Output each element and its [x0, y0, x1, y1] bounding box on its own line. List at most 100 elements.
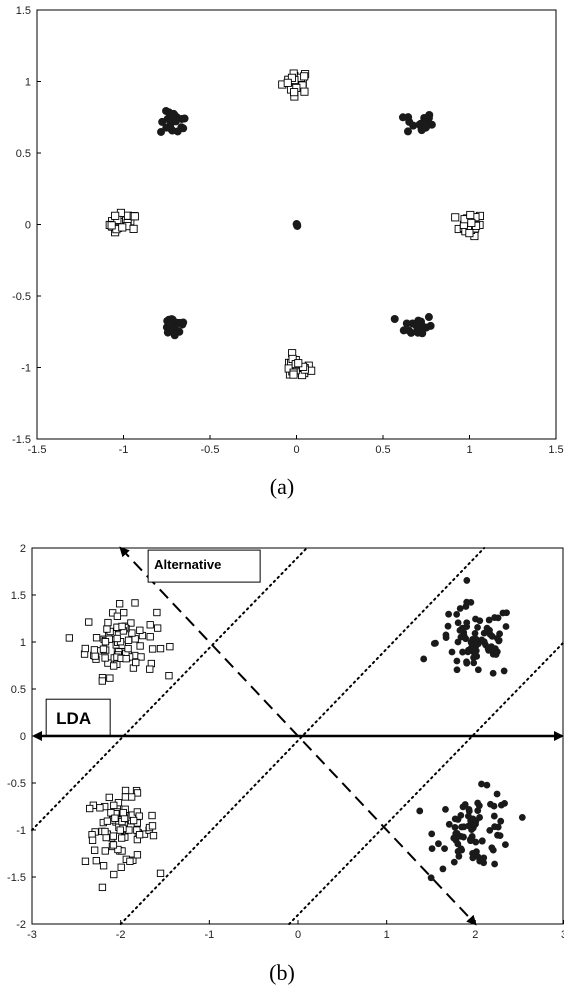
panel-b-axes-frame [31, 547, 564, 925]
y-tick-label: 1 [25, 77, 31, 89]
square-point [137, 653, 145, 661]
square-point [121, 793, 130, 801]
square-point [106, 674, 114, 682]
square-point [124, 636, 133, 644]
circle-point [405, 117, 414, 126]
circle-point [292, 220, 301, 229]
circle-point [459, 803, 467, 811]
circle-point [158, 117, 167, 126]
circle-point [496, 630, 503, 638]
circle-point [451, 823, 459, 831]
circle-point [468, 642, 476, 649]
circle-point [168, 126, 177, 135]
circle-point [472, 635, 480, 643]
circle-point [435, 840, 442, 848]
square-point [136, 642, 144, 650]
circle-point [415, 318, 424, 327]
circle-point [398, 113, 407, 122]
circle-point [441, 845, 448, 853]
panel-b-line-labels: LDA Alternative [45, 549, 261, 736]
panel-a-points [105, 69, 484, 380]
circle-point [465, 646, 472, 654]
circle-point [474, 853, 482, 861]
circle-point [486, 826, 494, 834]
square-point [113, 612, 122, 620]
circle-point [474, 799, 482, 807]
circle-point [450, 834, 458, 842]
square-point [128, 793, 136, 801]
circle-point [178, 320, 187, 329]
circle-point [494, 614, 502, 622]
circle-point [500, 667, 508, 675]
circle-point [493, 790, 501, 798]
square-point [300, 87, 309, 96]
square-point [92, 634, 101, 642]
square-point [130, 212, 139, 221]
circle-point [474, 666, 482, 674]
decision-boundary-line [31, 547, 308, 831]
panel-b-lines [31, 546, 564, 926]
square-point [103, 625, 111, 633]
square-point [467, 218, 476, 227]
circle-point [472, 838, 480, 846]
x-tick-label: 0 [295, 929, 301, 941]
circle-point [488, 632, 496, 640]
square-point [91, 652, 99, 660]
square-point [120, 608, 128, 617]
square-point [103, 817, 112, 825]
square-point [125, 826, 133, 834]
circle-point [424, 313, 433, 322]
circle-point [466, 836, 474, 843]
circle-point [473, 652, 481, 660]
panel-a-plot: -1.5 -1 -0.5 0 0.5 1 1.5 1.5 1 0.5 0 -0.5 -1 -1.5 [12, 5, 564, 456]
decision-boundary-line [288, 641, 564, 925]
circle-point [463, 577, 471, 584]
square-point [118, 834, 126, 842]
square-point [99, 645, 108, 653]
panel-b-caption: (b) [269, 960, 295, 985]
circle-point [170, 111, 179, 120]
x-tick-label: -1 [119, 444, 129, 456]
x-tick-label: -2 [116, 929, 126, 941]
circle-point [485, 616, 493, 624]
square-point [136, 626, 144, 634]
panel-a-ticks: -1.5 -1 -0.5 0 0.5 1 1.5 1.5 1 0.5 0 -0.5 -1 -1.5 [12, 5, 564, 456]
y-tick-label: 1 [20, 637, 26, 649]
x-tick-label: -1 [204, 929, 214, 941]
square-point [146, 665, 154, 673]
square-point [287, 73, 297, 82]
square-point [165, 672, 173, 680]
square-point [466, 210, 475, 220]
x-tick-label: 0.5 [375, 444, 390, 456]
circle-point [450, 858, 458, 866]
circle-point [166, 117, 175, 126]
circle-point [489, 645, 497, 652]
circle-point [460, 833, 467, 841]
square-point [465, 229, 474, 238]
panel-b-points [65, 577, 526, 892]
square-point [294, 359, 303, 368]
square-point [92, 857, 100, 865]
circle-point [465, 807, 473, 815]
panel-a-caption: (a) [270, 474, 294, 499]
circle-point [453, 666, 461, 674]
x-tick-label: 3 [561, 929, 564, 941]
circle-point [499, 609, 507, 617]
circle-point [469, 849, 476, 857]
circle-point [454, 638, 462, 646]
circle-point [420, 655, 428, 663]
y-tick-label: 0.5 [16, 148, 31, 160]
circle-point [496, 832, 504, 840]
square-point [117, 863, 125, 871]
circle-point [445, 820, 453, 828]
square-point [149, 831, 158, 840]
circle-point [492, 651, 500, 658]
square-point [102, 833, 110, 842]
square-point [122, 655, 130, 663]
square-point [156, 869, 165, 877]
circle-point [177, 114, 186, 123]
circle-point [456, 605, 464, 612]
y-tick-label: 0.5 [11, 684, 26, 696]
square-point [127, 619, 135, 627]
circle-point [416, 807, 424, 815]
